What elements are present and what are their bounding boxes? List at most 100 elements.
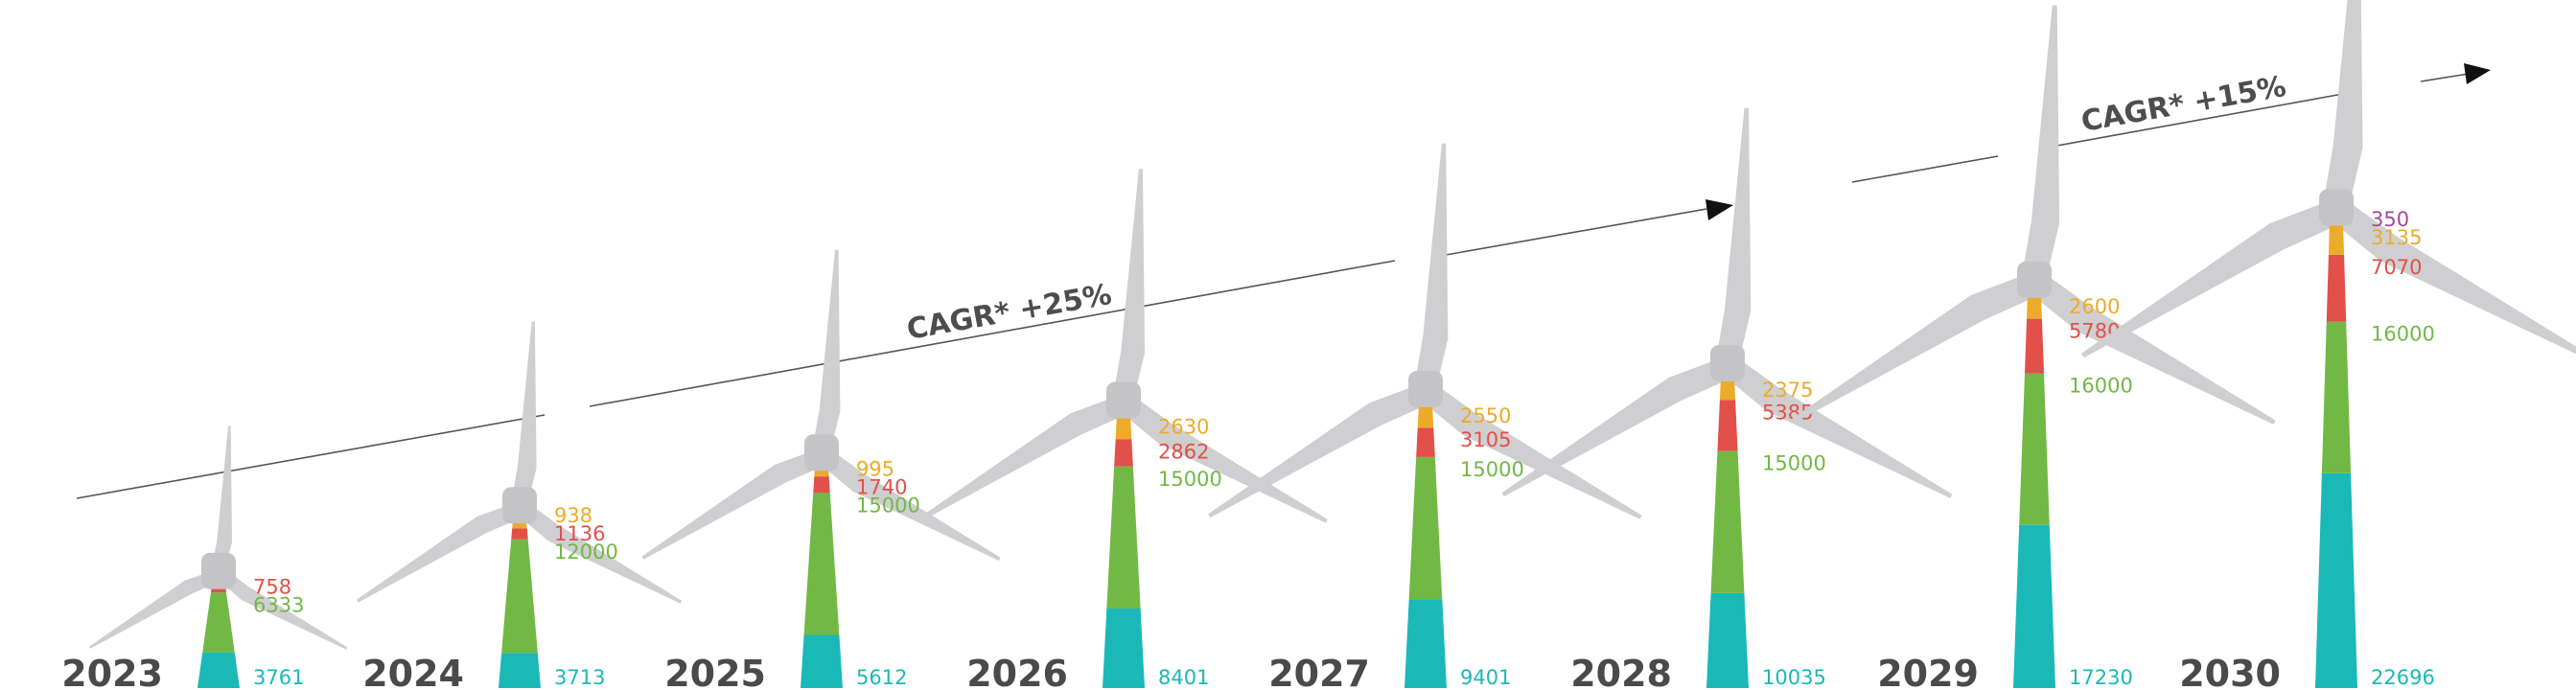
blade-3-2029: [1792, 276, 2032, 424]
blade-2-2025: [824, 452, 1001, 562]
segment-2-label-2024: 12000: [554, 540, 618, 564]
cagr-label-2023-2028: CAGR* +25%: [904, 278, 1114, 347]
blade-1-2026: [1113, 169, 1146, 395]
segment-1-bar-2026: [1102, 608, 1145, 688]
segment-3-label-2023: 758: [253, 575, 291, 598]
hub-2024: [502, 487, 537, 524]
hub-2026: [1106, 381, 1141, 419]
blade-1-2029: [2022, 5, 2060, 274]
blade-1-2025: [813, 249, 841, 447]
blade-2-2030: [2337, 203, 2576, 355]
blade-3-2027: [1208, 386, 1424, 518]
year-label-2023: 2023: [61, 653, 163, 690]
segment-2-bar-2024: [501, 539, 538, 654]
cagr-trend-line-1b: [589, 260, 1396, 407]
year-label-2025: 2025: [664, 653, 766, 690]
segment-3-label-2024: 1136: [554, 522, 605, 545]
cagr-arrowhead-2: [2464, 63, 2491, 84]
segment-2-label-2025: 15000: [856, 494, 920, 517]
segment-2-bar-2030: [2321, 321, 2352, 473]
segment-2-label-2027: 15000: [1460, 458, 1524, 481]
blade-2-2024: [523, 505, 683, 604]
segment-2-label-2026: 15000: [1158, 468, 1222, 491]
blade-3-2024: [357, 505, 516, 603]
segment-3-bar-2029: [2024, 318, 2045, 374]
segment-4-bar-2028: [1719, 377, 1736, 401]
blade-1-2028: [1716, 107, 1752, 357]
segment-4-label-2030: 3135: [2371, 226, 2422, 249]
segment-3-bar-2026: [1114, 439, 1133, 467]
segment-1-label-2029: 17230: [2069, 666, 2133, 689]
segment-3-label-2026: 2862: [1158, 441, 1209, 464]
segment-4-label-2024: 938: [554, 504, 592, 527]
segment-4-bar-2029: [2027, 293, 2042, 319]
hub-2029: [2017, 261, 2052, 298]
blade-2-2027: [1427, 386, 1642, 519]
segment-1-label-2030: 22696: [2371, 666, 2435, 689]
segment-4-bar-2030: [2328, 224, 2345, 255]
segment-4-label-2029: 2600: [2069, 295, 2120, 318]
hub-2030: [2319, 189, 2354, 226]
segment-4-label-2027: 2550: [1460, 404, 1511, 427]
blade-1-2027: [1415, 143, 1449, 383]
cagr-trend-line-2b: [2051, 91, 2355, 148]
segment-2-label-2029: 16000: [2069, 375, 2133, 398]
cagr-trend-line-1a: [76, 414, 545, 499]
cagr-trend-line-2a: [1851, 155, 1999, 183]
segment-1-label-2023: 3761: [253, 666, 304, 689]
cagr-trend-line-1c: [1445, 208, 1707, 256]
segment-3-bar-2030: [2326, 254, 2347, 322]
segment-4-bar-2026: [1115, 414, 1132, 440]
segment-3-label-2027: 3105: [1460, 428, 1511, 451]
blade-2-2023: [223, 572, 348, 650]
hub-2025: [804, 434, 839, 472]
year-label-2026: 2026: [966, 653, 1068, 690]
segment-2-bar-2028: [1710, 450, 1745, 593]
segment-5-label-2030: 350: [2371, 208, 2409, 231]
cagr-trend-line-2c: [2420, 73, 2470, 82]
segment-1-label-2028: 10035: [1762, 666, 1826, 689]
segment-1-label-2026: 8401: [1158, 666, 1209, 689]
segment-1-bar-2028: [1706, 592, 1749, 688]
segment-2-label-2028: 15000: [1762, 452, 1826, 475]
segment-2-bar-2025: [803, 493, 840, 635]
blade-3-2030: [2081, 203, 2335, 358]
segment-1-bar-2027: [1404, 599, 1447, 688]
segment-4-bar-2027: [1417, 403, 1434, 428]
blade-3-2028: [1501, 360, 1726, 497]
year-label-2030: 2030: [2179, 653, 2281, 690]
hub-2027: [1408, 371, 1443, 408]
segment-2-bar-2027: [1408, 456, 1443, 600]
blade-3-2026: [918, 399, 1121, 522]
year-label-2029: 2029: [1877, 653, 1979, 690]
segment-1-bar-2025: [801, 634, 843, 688]
segment-1-bar-2029: [2013, 524, 2055, 688]
segment-3-label-2030: 7070: [2371, 256, 2422, 279]
hub-2023: [201, 552, 236, 589]
segment-3-label-2025: 1740: [856, 475, 907, 498]
segment-1-label-2024: 3713: [554, 666, 605, 689]
blade-2-2029: [2036, 276, 2276, 425]
segment-2-bar-2026: [1106, 466, 1141, 609]
blade-3-2023: [88, 572, 214, 649]
segment-4-label-2028: 2375: [1762, 379, 1813, 402]
segment-3-bar-2027: [1416, 427, 1435, 457]
segment-2-bar-2029: [2019, 373, 2050, 525]
cagr-trend-layer: CAGR* +25% CAGR* +15%: [76, 63, 2491, 499]
segment-2-bar-2023: [202, 592, 235, 653]
blade-1-2030: [2324, 0, 2363, 202]
segment-4-label-2026: 2630: [1158, 416, 1209, 439]
segment-1-bar-2023: [197, 652, 240, 688]
segment-2-label-2023: 6333: [253, 593, 304, 616]
cagr-arrowhead-1: [1706, 199, 1733, 220]
year-label-2027: 2027: [1268, 653, 1370, 690]
